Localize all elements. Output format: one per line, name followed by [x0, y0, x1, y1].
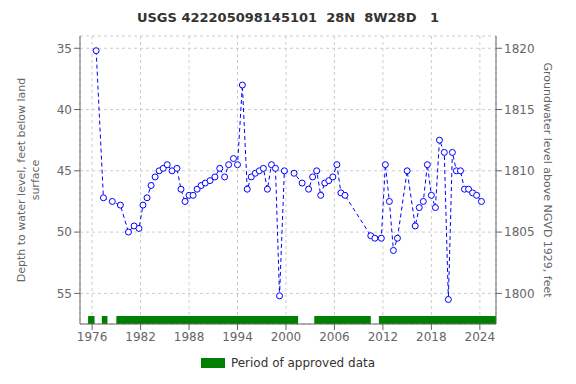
svg-text:2006: 2006 [319, 330, 350, 344]
svg-text:35: 35 [57, 42, 72, 56]
svg-text:1976: 1976 [77, 330, 108, 344]
svg-text:40: 40 [57, 103, 72, 117]
svg-text:50: 50 [57, 225, 72, 239]
svg-text:45: 45 [57, 164, 72, 178]
svg-text:2000: 2000 [271, 330, 302, 344]
svg-text:1994: 1994 [222, 330, 253, 344]
svg-text:55: 55 [57, 287, 72, 301]
svg-text:Groundwater level above NGVD 1: Groundwater level above NGVD 1929, feet [542, 62, 555, 298]
svg-text:1800: 1800 [504, 287, 535, 301]
svg-text:1982: 1982 [125, 330, 156, 344]
html-text:USGS 422205098145101 28N 8W28D: USGS 422205098145101 28N 8W28D 1 [136, 10, 440, 25]
svg-text:1815: 1815 [504, 103, 535, 117]
svg-text:Depth to water level, feet bel: Depth to water level, feet below landsur… [15, 78, 41, 283]
svg-text:1805: 1805 [504, 225, 535, 239]
svg-text:2024: 2024 [465, 330, 496, 344]
svg-text:1810: 1810 [504, 164, 535, 178]
svg-text:2012: 2012 [368, 330, 399, 344]
html-text:Period of approved data: Period of approved data [230, 356, 376, 370]
svg-text:1988: 1988 [174, 330, 205, 344]
svg-text:1820: 1820 [504, 42, 535, 56]
svg-text:2018: 2018 [416, 330, 447, 344]
